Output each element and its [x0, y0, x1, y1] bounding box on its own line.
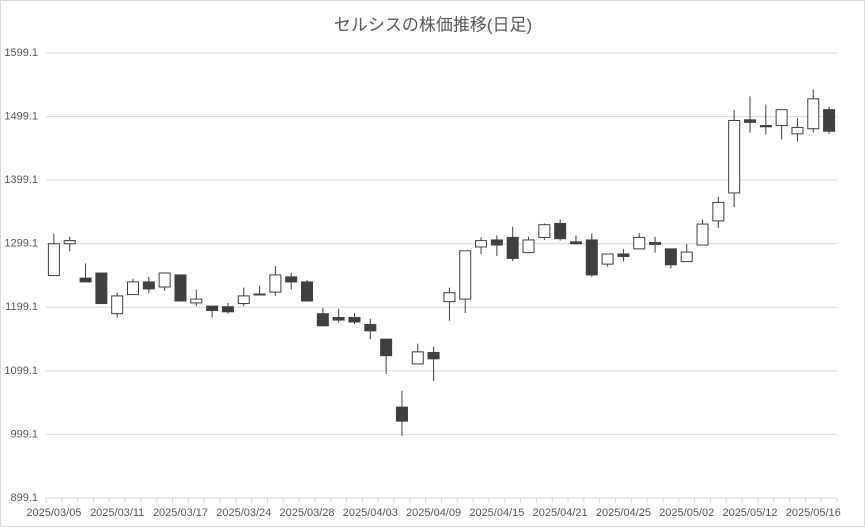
candle-body: [664, 248, 677, 266]
candle-body: [316, 313, 329, 327]
y-tick-label: 1199.1: [5, 301, 38, 313]
y-tick-label: 999.1: [10, 428, 38, 440]
candle-body: [269, 274, 282, 293]
candle-body: [364, 324, 377, 332]
y-tick-label: 1399.1: [4, 174, 38, 186]
candle-body: [79, 277, 92, 283]
candle-body: [47, 243, 60, 277]
candle-body: [253, 293, 266, 296]
x-tick-label: 2025/05/02: [659, 507, 714, 519]
y-tick-label: 899.1: [10, 492, 38, 504]
x-tick-label: 2025/05/12: [722, 507, 777, 519]
candle-body: [158, 272, 171, 288]
candle-body: [348, 317, 361, 323]
candle-body: [728, 119, 741, 194]
candle-body: [522, 239, 535, 254]
candle-body: [775, 109, 788, 127]
candle-body: [332, 317, 345, 321]
candle-body: [221, 306, 234, 313]
candle-body: [411, 351, 424, 365]
candle-body: [475, 240, 488, 248]
x-tick-label: 2025/05/16: [786, 507, 841, 519]
candle-body: [174, 274, 187, 302]
x-tick-label: 2025/03/24: [216, 507, 271, 519]
candle-body: [95, 272, 108, 305]
candle-body: [823, 109, 836, 132]
candle-body: [395, 406, 408, 422]
x-tick-label: 2025/03/28: [279, 507, 334, 519]
candle-body: [427, 351, 440, 360]
candle-body: [696, 223, 709, 246]
candle-body: [301, 281, 314, 302]
x-tick-label: 2025/04/03: [343, 507, 398, 519]
candle-body: [142, 281, 155, 290]
x-tick-label: 2025/04/21: [533, 507, 588, 519]
candle-body: [459, 250, 472, 300]
x-tick-label: 2025/04/25: [596, 507, 651, 519]
candle-body: [759, 125, 772, 128]
candle-body: [538, 224, 551, 238]
candle-body: [63, 240, 76, 245]
candle-body: [743, 119, 756, 123]
candle-body: [111, 295, 124, 315]
candle-body: [443, 292, 456, 303]
candle-body: [585, 239, 598, 276]
candle-body: [380, 338, 393, 357]
y-tick-label: 1099.1: [4, 365, 38, 377]
x-tick-label: 2025/03/05: [26, 507, 81, 519]
y-tick-label: 1299.1: [4, 238, 38, 250]
candle-body: [617, 253, 630, 257]
candle-body: [554, 222, 567, 240]
candle-body: [506, 236, 519, 259]
candle-body: [601, 253, 614, 265]
candle-body: [807, 98, 820, 130]
y-tick-label: 1599.1: [4, 47, 38, 59]
candle-body: [490, 239, 503, 246]
x-tick-label: 2025/03/11: [90, 507, 144, 519]
candle-body: [206, 305, 219, 312]
y-tick-label: 1499.1: [4, 110, 38, 122]
candle-body: [633, 236, 646, 250]
candle-body: [285, 276, 298, 283]
candle-body: [680, 251, 693, 263]
candle-body: [237, 295, 250, 305]
candle-body: [569, 241, 582, 245]
candle-body: [190, 298, 203, 304]
x-tick-label: 2025/04/15: [469, 507, 524, 519]
chart-title: セルシスの株価推移(日足): [334, 15, 532, 34]
candle-body: [791, 126, 804, 135]
x-tick-label: 2025/04/09: [406, 507, 461, 519]
candle-body: [649, 242, 662, 245]
x-tick-label: 2025/03/17: [153, 507, 208, 519]
candle-body: [712, 201, 725, 222]
candle-body: [127, 281, 140, 296]
